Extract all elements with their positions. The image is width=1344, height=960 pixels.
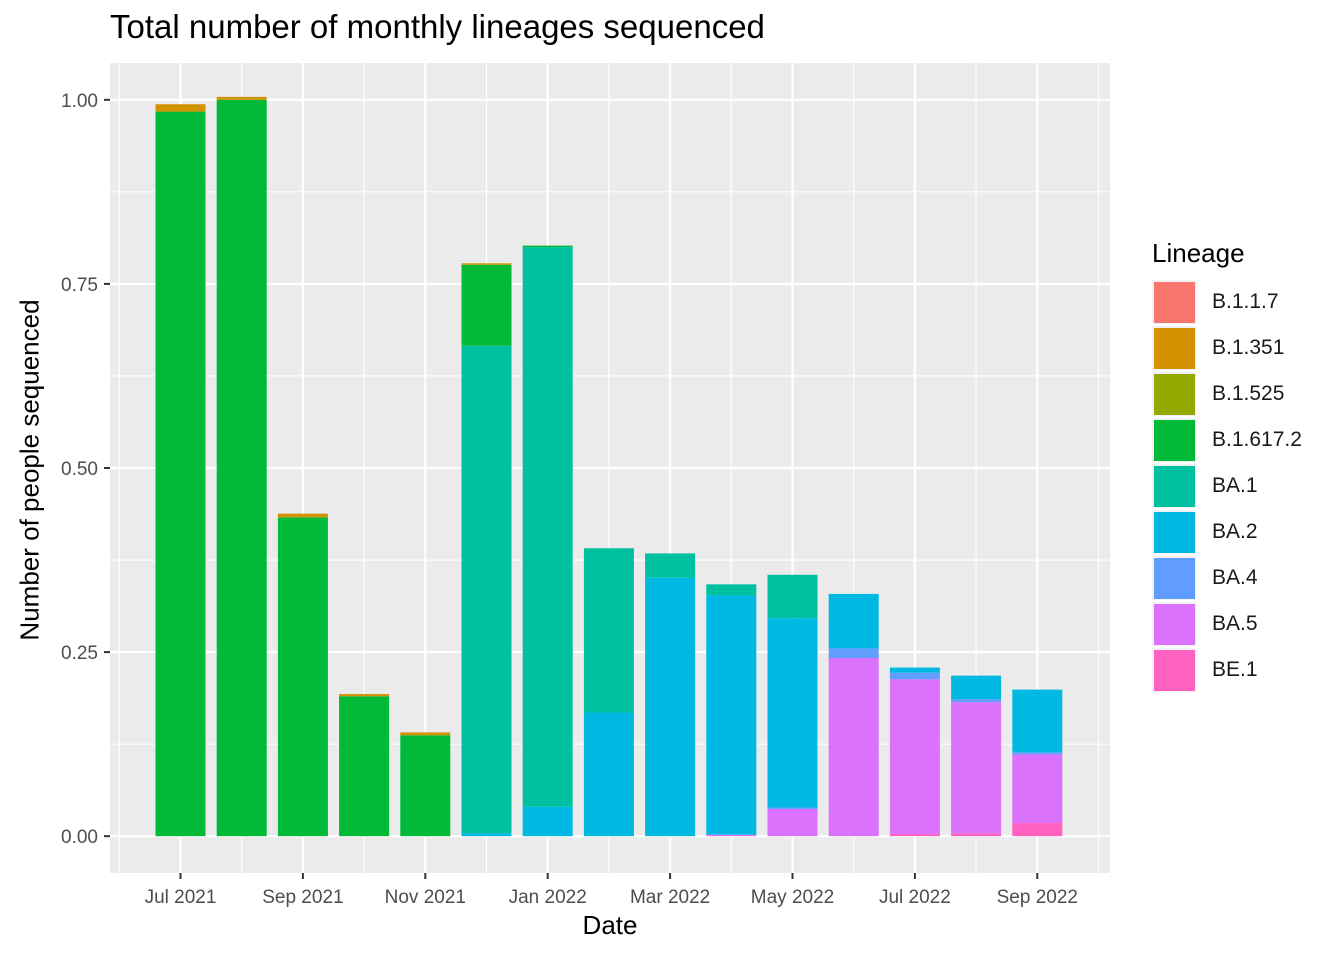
legend-key [1152, 648, 1196, 692]
legend-item: B.1.617.2 [1152, 417, 1302, 463]
bar-B-1-617-2-6 [522, 245, 573, 248]
x-axis-label: Date [582, 910, 638, 940]
bar-BA-1-10 [767, 574, 818, 619]
bar-BA-5-9 [706, 834, 757, 837]
bar-B-1-351-2 [277, 513, 328, 518]
bar-B-1-617-2-0 [155, 111, 206, 837]
bar-B-1-351-3 [339, 694, 390, 697]
legend-key [1152, 280, 1196, 324]
legend-swatch [1153, 419, 1195, 461]
bar-B-1-351-4 [400, 732, 451, 736]
legend-item: B.1.525 [1152, 371, 1302, 417]
y-tick-label: 0.75 [61, 275, 98, 296]
legend-key [1152, 372, 1196, 416]
y-axis-label: Number of people sequenced [14, 299, 45, 641]
bar-BA-4-13 [951, 699, 1002, 703]
bar-BA-1-9 [706, 584, 757, 596]
bar-BA-4-11 [828, 648, 879, 658]
y-tick-label: 0.00 [61, 827, 98, 848]
legend-key [1152, 602, 1196, 646]
legend-key [1152, 556, 1196, 600]
bar-BE-1-14 [1012, 822, 1063, 837]
bar-BA-1-6 [522, 247, 573, 807]
legend-swatch [1153, 511, 1195, 553]
legend: Lineage B.1.1.7 B.1.351 B.1.525 B.1.617.2 BA… [1152, 238, 1302, 693]
bar-B-1-351-5 [461, 263, 512, 265]
x-tick-label: Nov 2021 [385, 887, 466, 908]
bar-BA-2-14 [1012, 689, 1063, 753]
x-tick-label: Mar 2022 [630, 887, 710, 908]
y-tick-label: 1.00 [61, 91, 98, 112]
bar-BA-2-8 [645, 577, 696, 837]
legend-label: B.1.525 [1212, 382, 1285, 405]
legend-item: BA.5 [1152, 601, 1302, 647]
legend-key [1152, 510, 1196, 554]
legend-label: B.1.617.2 [1212, 428, 1302, 451]
legend-item: BA.4 [1152, 555, 1302, 601]
bar-BA-2-6 [522, 806, 573, 837]
legend-swatch [1153, 373, 1195, 415]
legend-label: BA.2 [1212, 520, 1258, 543]
legend-swatch [1153, 649, 1195, 691]
bar-BA-2-11 [828, 593, 879, 649]
legend-label: BA.5 [1212, 612, 1258, 635]
bar-BA-1-7 [583, 548, 634, 713]
bar-B-1-617-2-3 [339, 696, 390, 837]
bar-B-1-617-2-5 [461, 264, 512, 346]
legend-item: B.1.1.7 [1152, 279, 1302, 325]
legend-swatch [1153, 557, 1195, 599]
bar-BA-2-13 [951, 675, 1002, 700]
bar-BA-4-12 [889, 672, 940, 680]
legend-swatch [1153, 603, 1195, 645]
legend-title: Lineage [1152, 238, 1245, 268]
bar-BA-2-12 [889, 667, 940, 673]
bar-BA-1-8 [645, 553, 696, 578]
legend-label: BA.1 [1212, 474, 1258, 497]
bar-B-1-617-2-1 [216, 99, 267, 837]
bar-BA-2-10 [767, 618, 818, 808]
bar-BA-1-5 [461, 345, 512, 834]
y-tick-label: 0.25 [61, 643, 98, 664]
legend-item: BA.2 [1152, 509, 1302, 555]
bar-BA-2-5 [461, 833, 512, 837]
bar-BA-5-10 [767, 808, 818, 837]
bar-B-1-617-2-4 [400, 735, 451, 837]
legend-key [1152, 326, 1196, 370]
bar-BA-2-7 [583, 712, 634, 837]
legend-item: B.1.351 [1152, 325, 1302, 371]
x-tick-label: Sep 2022 [997, 887, 1078, 908]
legend-key [1152, 418, 1196, 462]
legend-label: BE.1 [1212, 658, 1258, 681]
legend-label: BA.4 [1212, 566, 1258, 589]
legend-item: BA.1 [1152, 463, 1302, 509]
x-tick-label: Jan 2022 [509, 887, 587, 908]
legend-swatch [1153, 281, 1195, 323]
chart-title: Total number of monthly lineages sequenc… [110, 8, 765, 45]
legend-label: B.1.1.7 [1212, 290, 1279, 313]
x-tick-label: Jul 2022 [879, 887, 951, 908]
bar-BA-4-10 [767, 807, 818, 809]
bar-BA-4-14 [1012, 752, 1063, 755]
x-tick-label: May 2022 [751, 887, 834, 908]
bar-BE-1-13 [951, 833, 1002, 837]
bar-BA-5-11 [828, 657, 879, 837]
x-tick-label: Sep 2021 [262, 887, 343, 908]
legend-item: BE.1 [1152, 647, 1302, 693]
legend-swatch [1153, 465, 1195, 507]
bar-BA-5-12 [889, 679, 940, 834]
bar-B-1-617-2-2 [277, 517, 328, 837]
bar-BE-1-12 [889, 833, 940, 837]
x-tick-label: Jul 2021 [145, 887, 217, 908]
bar-B-1-351-0 [155, 104, 206, 112]
bar-BA-5-14 [1012, 754, 1063, 823]
bar-BA-5-13 [951, 702, 1002, 834]
bar-B-1-351-1 [216, 96, 267, 100]
y-tick-label: 0.50 [61, 459, 98, 480]
bar-BA-2-9 [706, 595, 757, 835]
legend-key [1152, 464, 1196, 508]
legend-label: B.1.351 [1212, 336, 1285, 359]
legend-swatch [1153, 327, 1195, 369]
